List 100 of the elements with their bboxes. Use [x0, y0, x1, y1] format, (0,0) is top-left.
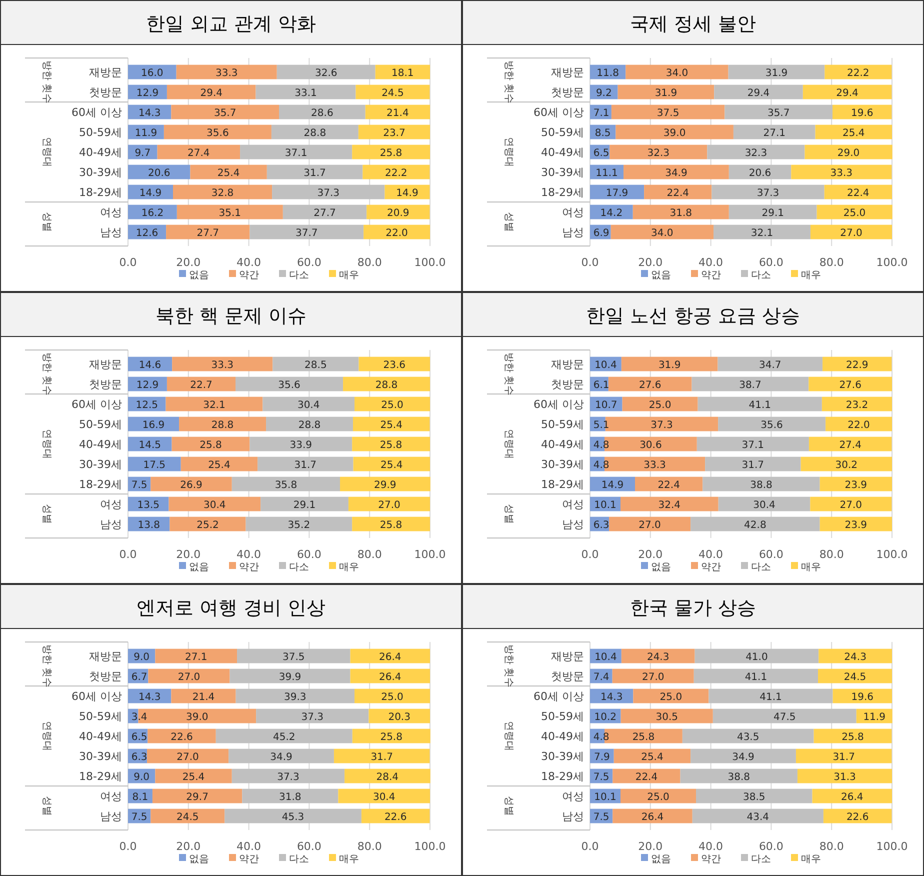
data-label: 24.3 — [646, 652, 670, 663]
y-tick-label: 첫방문 — [89, 378, 122, 391]
legend-label: 약간 — [239, 270, 259, 281]
bar — [150, 808, 225, 824]
data-label: 31.9 — [765, 68, 788, 79]
bar — [216, 728, 352, 744]
data-label: 30.4 — [753, 500, 776, 511]
data-label: 22.4 — [847, 188, 870, 199]
legend-label: 없음 — [651, 270, 671, 281]
data-label: 28.4 — [376, 772, 399, 783]
data-label: 23.6 — [383, 360, 406, 371]
y-tick-label: 50-59세 — [541, 126, 584, 139]
bar — [820, 516, 892, 532]
data-label: 6.7 — [131, 672, 148, 683]
legend-label: 없음 — [651, 562, 671, 573]
data-label: 25.8 — [380, 148, 402, 159]
data-label: 47.5 — [774, 712, 796, 723]
data-label: 39.3 — [284, 692, 306, 703]
bar — [362, 164, 430, 180]
data-label: 35.7 — [214, 108, 236, 119]
data-label: 23.9 — [844, 520, 868, 531]
legend-label: 매우 — [801, 562, 821, 573]
x-tick-label: 80.0 — [819, 840, 844, 853]
data-label: 35.7 — [767, 108, 790, 119]
data-label: 38.8 — [728, 772, 750, 783]
y-tick-label: 18-29세 — [541, 478, 584, 491]
text: 연령대 — [41, 137, 52, 167]
data-label: 12.9 — [136, 88, 159, 99]
data-label: 22.4 — [635, 772, 658, 783]
data-label: 21.4 — [386, 108, 409, 119]
bar — [818, 648, 892, 664]
data-label: 24.3 — [844, 652, 866, 663]
y-tick-label: 재방문 — [551, 358, 584, 371]
data-label: 34.0 — [651, 228, 674, 239]
x-tick-label: 80.0 — [357, 256, 382, 269]
y-tick-label: 30-39세 — [541, 166, 584, 179]
y-tick-label: 여성 — [562, 498, 584, 511]
bar — [815, 124, 892, 140]
y-tick-label: 40-49세 — [79, 146, 122, 159]
x-tick-label: 0.0 — [581, 548, 599, 561]
legend-label: 다소 — [751, 562, 771, 573]
x-tick-label: 100.0 — [414, 840, 446, 853]
bar — [364, 224, 430, 240]
x-tick-label: 0.0 — [581, 840, 599, 853]
bar — [718, 356, 823, 372]
bar — [692, 808, 824, 824]
data-label: 25.4 — [182, 772, 205, 783]
bar — [176, 64, 277, 80]
x-tick-label: 100.0 — [876, 840, 908, 853]
y-tick-label: 30-39세 — [79, 166, 122, 179]
data-label: 33.3 — [644, 460, 666, 471]
data-label: 14.2 — [600, 208, 623, 219]
data-label: 22.2 — [847, 68, 870, 79]
data-label: 23.9 — [844, 480, 868, 491]
data-label: 32.1 — [750, 228, 774, 239]
legend-label: 약간 — [701, 854, 721, 865]
bar — [170, 516, 246, 532]
data-label: 28.8 — [375, 380, 398, 391]
data-label: 14.3 — [138, 108, 161, 119]
legend-label: 없음 — [189, 270, 209, 281]
text: 방한 횟수 — [41, 644, 52, 688]
data-label: 27.0 — [638, 520, 661, 531]
data-label: 13.5 — [137, 500, 160, 511]
data-label: 41.0 — [746, 652, 768, 663]
text: 성별 — [503, 212, 514, 232]
data-label: 6.1 — [593, 380, 610, 391]
bar — [179, 416, 266, 432]
bar — [718, 416, 826, 432]
data-label: 28.8 — [304, 128, 326, 139]
data-label: 6.5 — [131, 732, 148, 743]
data-label: 43.4 — [746, 812, 770, 823]
y-tick-label: 첫방문 — [551, 378, 584, 391]
bar — [632, 204, 729, 220]
y-tick-label: 30-39세 — [541, 458, 584, 471]
bar — [608, 376, 692, 392]
x-tick-label: 40.0 — [698, 256, 724, 269]
bar — [791, 164, 892, 180]
bar — [609, 516, 691, 532]
data-label: 29.9 — [374, 480, 396, 491]
legend-label: 다소 — [751, 270, 771, 281]
y-tick-label: 남성 — [562, 226, 584, 239]
data-label: 29.7 — [186, 792, 208, 803]
data-label: 37.5 — [656, 108, 680, 119]
x-tick-label: 60.0 — [758, 256, 784, 269]
data-label: 31.9 — [654, 88, 678, 99]
data-label: 38.7 — [739, 380, 762, 391]
y-tick-label: 60세 이상 — [534, 690, 584, 703]
data-label: 22.6 — [846, 812, 869, 823]
data-label: 28.8 — [211, 420, 234, 431]
data-label: 28.8 — [298, 420, 321, 431]
chart-title: 엔저로 여행 경비 인상 — [136, 597, 326, 619]
data-label: 25.0 — [647, 792, 670, 803]
data-label: 12.5 — [136, 400, 158, 411]
data-label: 27.0 — [378, 500, 400, 511]
bar — [266, 416, 353, 432]
y-tick-label: 60세 이상 — [72, 690, 122, 703]
text: 방한 횟수 — [503, 60, 514, 104]
data-label: 27.4 — [188, 148, 210, 159]
data-label: 27.7 — [196, 228, 220, 239]
data-label: 17.9 — [606, 188, 628, 199]
